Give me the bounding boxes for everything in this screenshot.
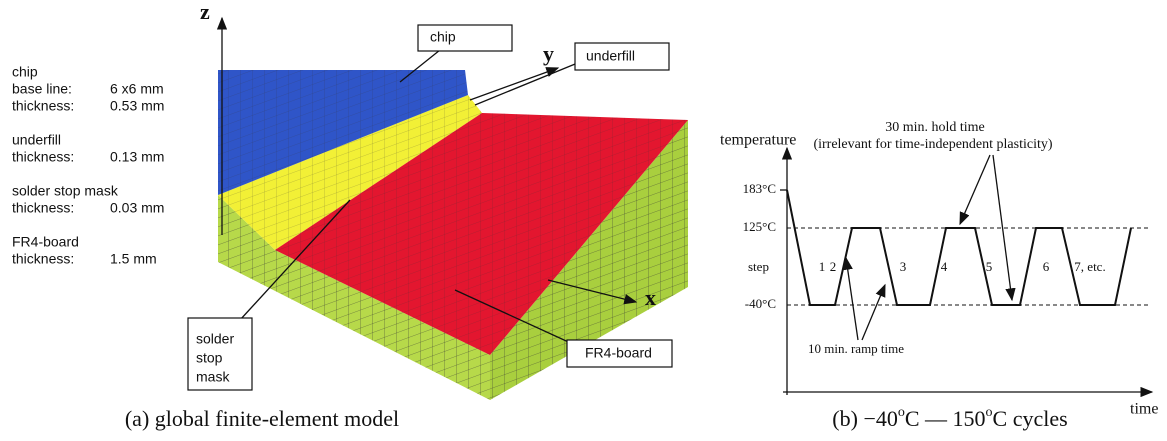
callout: solder: [196, 331, 234, 347]
arrow: [862, 285, 885, 340]
caption: (b) −40oC — 150oC cycles: [832, 405, 1067, 431]
spec-heading: chip: [12, 64, 38, 80]
callout: underfill: [586, 48, 635, 64]
arrow: [846, 258, 858, 340]
spec-value: 0.03 mm: [110, 200, 164, 216]
y-label: temperature: [720, 132, 796, 149]
arrow: [993, 155, 1012, 300]
spec-value: 1.5 mm: [110, 251, 157, 267]
spec-key: thickness:: [12, 149, 74, 165]
level-label: 125°C: [743, 219, 776, 234]
spec-value: 0.13 mm: [110, 149, 164, 165]
spec-heading: underfill: [12, 132, 61, 148]
x-label: x: [645, 285, 656, 310]
z-label: z: [200, 0, 210, 24]
spec-key: base line:: [12, 81, 72, 97]
level-label: 183°C: [743, 181, 776, 196]
note: 10 min. ramp time: [808, 341, 904, 356]
spec-value: 0.53 mm: [110, 98, 164, 114]
step-number: 5: [986, 259, 993, 274]
superscript: o: [898, 405, 905, 420]
figure-svg: z y x chip underfill solder stop mask FR…: [0, 0, 1167, 441]
profile: [787, 190, 1131, 305]
step-number: 6: [1043, 259, 1050, 274]
step-number: 3: [900, 259, 907, 274]
caption: (a) global finite-element model: [125, 406, 399, 431]
step-number: 4: [941, 259, 948, 274]
y-label: y: [543, 41, 554, 66]
spec-heading: FR4-board: [12, 234, 79, 250]
callout: stop: [196, 350, 223, 366]
x-label: time: [1130, 401, 1158, 418]
note: (irrelevant for time-independent plastic…: [813, 137, 1052, 152]
caption-part: (b) −40: [832, 406, 898, 431]
figure: z y x chip underfill solder stop mask FR…: [0, 0, 1167, 441]
y-axis: [470, 68, 558, 100]
note: 30 min. hold time: [885, 120, 985, 135]
spec-heading: solder stop mask: [12, 183, 119, 199]
level-label: -40°C: [745, 296, 776, 311]
spec-value: 6 x6 mm: [110, 81, 164, 97]
callout: chip: [430, 29, 456, 45]
spec-key: thickness:: [12, 251, 74, 267]
caption-part: C cycles: [993, 406, 1068, 431]
caption-part: C — 150: [905, 406, 986, 431]
arrow: [960, 155, 990, 224]
spec-key: thickness:: [12, 200, 74, 216]
step-number: 1: [819, 259, 826, 274]
spec-key: thickness:: [12, 98, 74, 114]
callout: mask: [196, 369, 230, 385]
callout: FR4-board: [585, 345, 652, 361]
step-number: 2: [830, 259, 837, 274]
step-label: step: [748, 259, 769, 274]
leader: [475, 62, 580, 105]
step-number: 7, etc.: [1074, 259, 1105, 274]
superscript: o: [986, 405, 993, 420]
